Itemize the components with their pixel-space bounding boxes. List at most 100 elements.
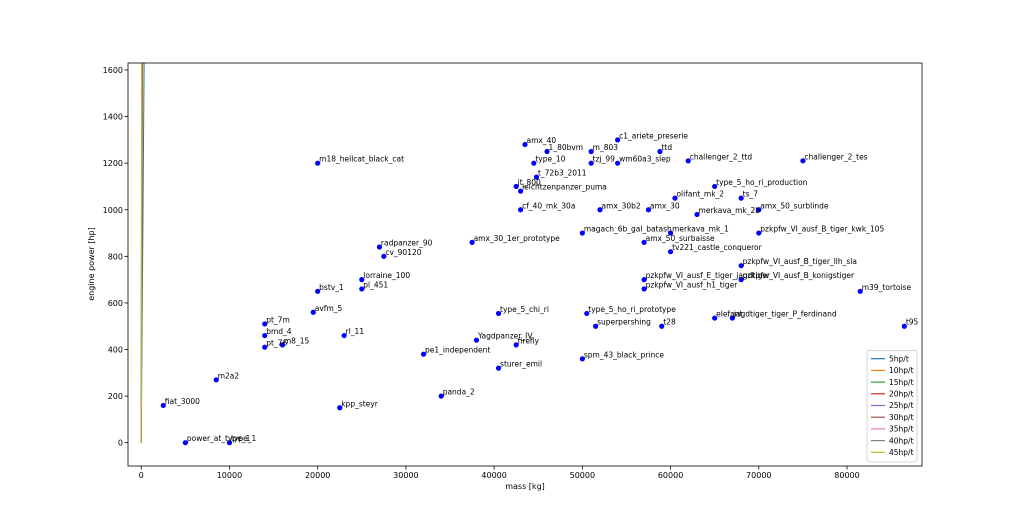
data-point xyxy=(694,211,700,218)
data-point-label: type_5_ho_ri_prototype xyxy=(588,305,676,314)
y-axis-label: engine power [hp] xyxy=(87,227,96,301)
data-point-label: pzkpfw_VI_ausf_B_konigstiger xyxy=(743,271,855,280)
data-points xyxy=(160,137,907,446)
data-point xyxy=(672,195,678,201)
data-point xyxy=(279,342,285,348)
data-point-label: m_803 xyxy=(593,143,619,152)
data-point-label: amx_40 xyxy=(527,136,557,145)
y-axis: 0 200 400 600 800 1000 1200 1400 1600 xyxy=(103,66,128,448)
data-point-label: power_at_type_1 xyxy=(187,434,251,443)
legend-entry: 35hp/t xyxy=(889,425,914,434)
x-tick-label: 60000 xyxy=(658,471,683,480)
data-point-label: firefly xyxy=(518,336,540,345)
data-point-label: wm60a3_slep xyxy=(619,155,671,164)
legend-entry: 10hp/t xyxy=(889,366,914,375)
x-tick-label: 10000 xyxy=(217,471,242,480)
data-point xyxy=(657,148,663,155)
data-point xyxy=(588,148,594,155)
data-point xyxy=(262,332,268,339)
data-point xyxy=(495,365,502,371)
data-point xyxy=(315,160,321,166)
data-point-label: challenger_2_tes xyxy=(804,152,867,161)
plot-frame xyxy=(127,62,923,467)
data-point-label: type_1 xyxy=(231,434,257,443)
data-point-label: cv_90120 xyxy=(385,248,421,257)
data-point xyxy=(226,440,233,446)
data-point-label: amx_30b2 xyxy=(601,201,640,210)
data-point xyxy=(588,160,594,166)
data-point-label: pe1_independent xyxy=(425,346,490,355)
data-point xyxy=(901,323,907,329)
y-tick-label: 1600 xyxy=(103,66,123,75)
data-point-label: spm_43_black_prince xyxy=(584,350,664,359)
data-point xyxy=(517,207,524,213)
data-point-label: type_5_ho_ri_production xyxy=(716,178,808,187)
data-point-label: type_5_chi_ri xyxy=(500,305,549,314)
data-point xyxy=(712,315,718,321)
data-point-label: m8_15 xyxy=(284,336,310,345)
data-point-label: ts_7 xyxy=(743,190,759,199)
data-point xyxy=(667,249,674,255)
legend-entry: 20hp/t xyxy=(889,390,914,399)
x-tick-label: 30000 xyxy=(393,471,418,480)
data-point-label: fiat_3000 xyxy=(165,397,200,406)
data-point xyxy=(685,158,691,164)
data-point xyxy=(729,315,735,321)
data-point xyxy=(584,310,590,317)
data-point-label: challenger_2_ttd xyxy=(690,152,753,161)
data-point xyxy=(495,310,502,317)
data-point xyxy=(592,323,599,329)
legend-entry: 40hp/t xyxy=(889,436,914,445)
data-point xyxy=(533,174,540,180)
x-axis-label: mass [kg] xyxy=(505,482,545,491)
y-tick-label: 400 xyxy=(108,346,123,355)
y-tick-label: 1000 xyxy=(103,206,123,215)
data-point-label: t95 xyxy=(906,318,919,327)
data-point xyxy=(420,351,427,357)
data-point xyxy=(315,288,321,294)
data-point-label: amx_50_surbaisse xyxy=(646,234,715,243)
data-point xyxy=(310,309,316,315)
data-point-label: tv221_castle_conqueror xyxy=(672,243,763,252)
data-point-label: pzkpfw_VI_ausf_B_tiger_llh_sla xyxy=(743,257,857,266)
data-point xyxy=(160,402,166,409)
data-point xyxy=(522,141,528,148)
x-tick-label: 20000 xyxy=(305,471,330,480)
y-tick-label: 0 xyxy=(118,439,123,448)
data-point-label: 1_80bvm xyxy=(549,143,584,152)
data-point-label: superpershing xyxy=(597,318,651,327)
data-point xyxy=(579,230,585,236)
y-tick-label: 1200 xyxy=(103,159,123,168)
data-point xyxy=(469,239,475,245)
data-point-label: bstv_1 xyxy=(319,283,344,292)
y-tick-label: 1400 xyxy=(103,113,123,122)
data-point xyxy=(641,277,647,283)
data-point xyxy=(438,393,444,399)
data-point-label: panda_2 xyxy=(443,388,475,397)
data-point xyxy=(738,277,744,283)
data-point-label: amx_50_surblinde xyxy=(760,201,829,210)
y-tick-label: 600 xyxy=(108,299,123,308)
data-point-label: kpp_steyr xyxy=(341,399,379,408)
data-point xyxy=(513,183,519,190)
data-point xyxy=(712,183,718,190)
legend-entry: 30hp/t xyxy=(889,413,914,422)
legend: 5hp/t 10hp/t 15hp/t 20hp/t 25hp/t 30hp/t 35hp/… xyxy=(866,350,918,463)
data-point xyxy=(597,207,603,213)
data-point-label: jagdtiger_tiger_P_ferdinand xyxy=(733,310,837,319)
data-point xyxy=(517,188,524,194)
data-point-label: merkava_mk_1 xyxy=(672,225,729,234)
data-point xyxy=(615,160,621,166)
data-point xyxy=(800,158,806,164)
data-point-label: ttd xyxy=(661,143,672,152)
data-point xyxy=(579,356,585,362)
data-point-label: pt_7m xyxy=(266,315,290,324)
data-point-label: type_10 xyxy=(535,155,565,164)
data-point-label: rl_11 xyxy=(346,327,365,336)
data-point-label: leichtzenpanzer_puma xyxy=(522,183,607,192)
data-point xyxy=(645,207,652,213)
data-point xyxy=(381,253,387,259)
data-point xyxy=(359,277,365,283)
data-point xyxy=(182,440,188,446)
